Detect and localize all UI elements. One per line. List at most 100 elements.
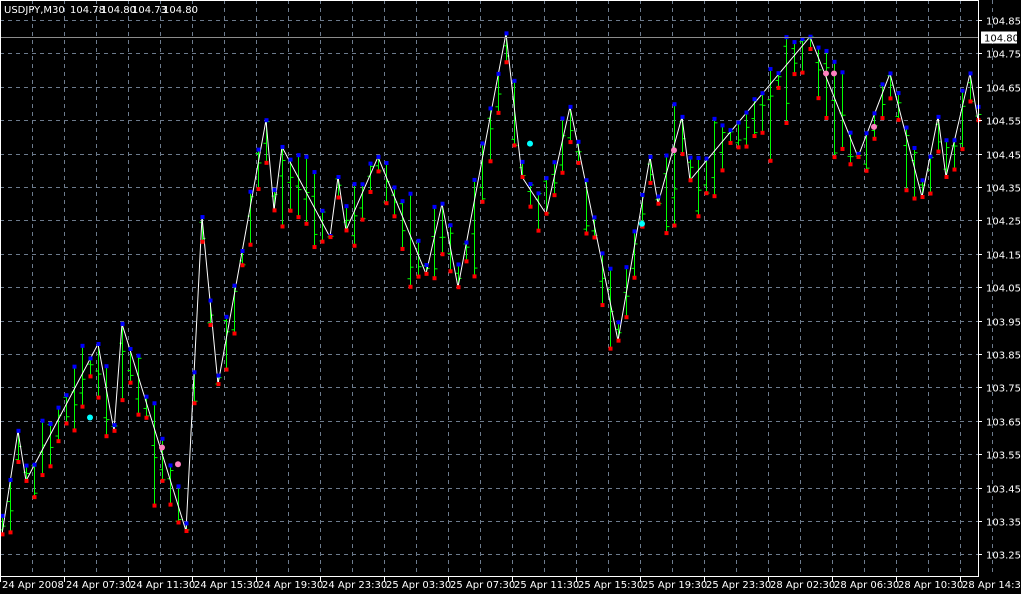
- low-marker: [72, 428, 77, 433]
- low-marker: [680, 152, 685, 157]
- high-marker: [360, 182, 365, 187]
- low-marker: [112, 428, 117, 433]
- low-marker: [208, 322, 213, 327]
- high-marker: [680, 114, 685, 119]
- high-marker: [488, 106, 493, 111]
- low-marker: [808, 46, 813, 51]
- low-value: 104.73: [132, 5, 167, 16]
- high-marker: [72, 364, 77, 369]
- low-marker: [160, 478, 165, 483]
- high-marker: [144, 394, 149, 399]
- low-marker: [672, 223, 677, 228]
- cyan-signal-dot: [87, 414, 93, 421]
- high-marker: [368, 161, 373, 166]
- high-marker: [184, 521, 189, 526]
- high-marker: [704, 156, 709, 161]
- low-marker: [488, 159, 493, 164]
- high-marker: [760, 91, 765, 96]
- high-marker: [664, 153, 669, 158]
- low-marker: [784, 121, 789, 126]
- high-marker: [264, 118, 269, 123]
- low-marker: [128, 380, 133, 385]
- high-marker: [584, 178, 589, 183]
- low-marker: [392, 214, 397, 219]
- y-tick-label: 104.55: [986, 117, 1021, 128]
- high-marker: [80, 343, 85, 348]
- high-marker: [312, 170, 317, 175]
- low-marker: [552, 193, 557, 198]
- high-marker: [160, 436, 165, 441]
- pink-signal-dot: [671, 147, 677, 154]
- zigzag-polyline: [1, 33, 979, 535]
- x-tick-label: 24 Apr 11:30: [130, 580, 195, 591]
- low-marker: [632, 275, 637, 280]
- low-marker: [816, 96, 821, 101]
- low-marker: [472, 274, 477, 279]
- low-marker: [200, 239, 205, 244]
- high-marker: [568, 104, 573, 109]
- high-marker: [432, 204, 437, 209]
- y-tick-label: 103.45: [986, 485, 1021, 496]
- high-marker: [408, 191, 413, 196]
- low-marker: [768, 158, 773, 163]
- high-marker: [792, 40, 797, 45]
- open-value: 104.78: [70, 5, 105, 16]
- high-marker: [104, 364, 109, 369]
- low-marker: [904, 188, 909, 193]
- high-marker: [424, 263, 429, 268]
- low-marker: [592, 235, 597, 240]
- high-marker: [728, 128, 733, 133]
- low-marker: [696, 214, 701, 219]
- low-marker: [712, 194, 717, 199]
- high-marker: [496, 71, 501, 76]
- high-marker: [872, 111, 877, 116]
- y-tick-label: 103.35: [986, 518, 1021, 529]
- low-marker: [104, 434, 109, 439]
- high-marker: [376, 154, 381, 159]
- high-marker: [0, 513, 5, 518]
- low-marker: [584, 231, 589, 236]
- low-marker: [664, 231, 669, 236]
- low-marker: [144, 415, 149, 420]
- low-marker: [792, 72, 797, 77]
- y-tick-label: 103.25: [986, 551, 1021, 562]
- high-marker: [128, 346, 133, 351]
- x-tick-label: 25 Apr 07:30: [450, 580, 515, 591]
- y-tick-label: 104.75: [986, 50, 1021, 61]
- high-marker: [288, 157, 293, 162]
- high-marker: [120, 321, 125, 326]
- low-marker: [520, 174, 525, 179]
- high-marker: [456, 262, 461, 267]
- x-tick-label: 25 Apr 15:30: [578, 580, 643, 591]
- high-marker: [536, 191, 541, 196]
- low-marker: [336, 195, 341, 200]
- low-marker: [64, 421, 69, 426]
- low-marker: [360, 217, 365, 222]
- cyan-signal-dot: [527, 140, 533, 147]
- high-marker: [216, 373, 221, 378]
- high-marker: [200, 215, 205, 220]
- high-marker: [240, 248, 245, 253]
- y-tick-label: 103.75: [986, 384, 1021, 395]
- low-marker: [880, 116, 885, 121]
- low-marker: [224, 367, 229, 372]
- high-marker: [648, 154, 653, 159]
- high-marker: [624, 265, 629, 270]
- low-marker: [600, 303, 605, 308]
- low-marker: [248, 242, 253, 247]
- low-marker: [96, 395, 101, 400]
- low-marker: [568, 140, 573, 145]
- low-marker: [736, 145, 741, 150]
- high-marker: [920, 178, 925, 183]
- low-marker: [80, 404, 85, 409]
- low-marker: [536, 228, 541, 233]
- y-tick-label: 103.55: [986, 451, 1021, 462]
- high-marker: [32, 462, 37, 467]
- low-marker: [432, 276, 437, 281]
- y-tick-label: 104.65: [986, 84, 1021, 95]
- low-marker: [824, 115, 829, 120]
- high-marker: [560, 116, 565, 121]
- low-marker: [888, 96, 893, 101]
- high-marker: [632, 229, 637, 234]
